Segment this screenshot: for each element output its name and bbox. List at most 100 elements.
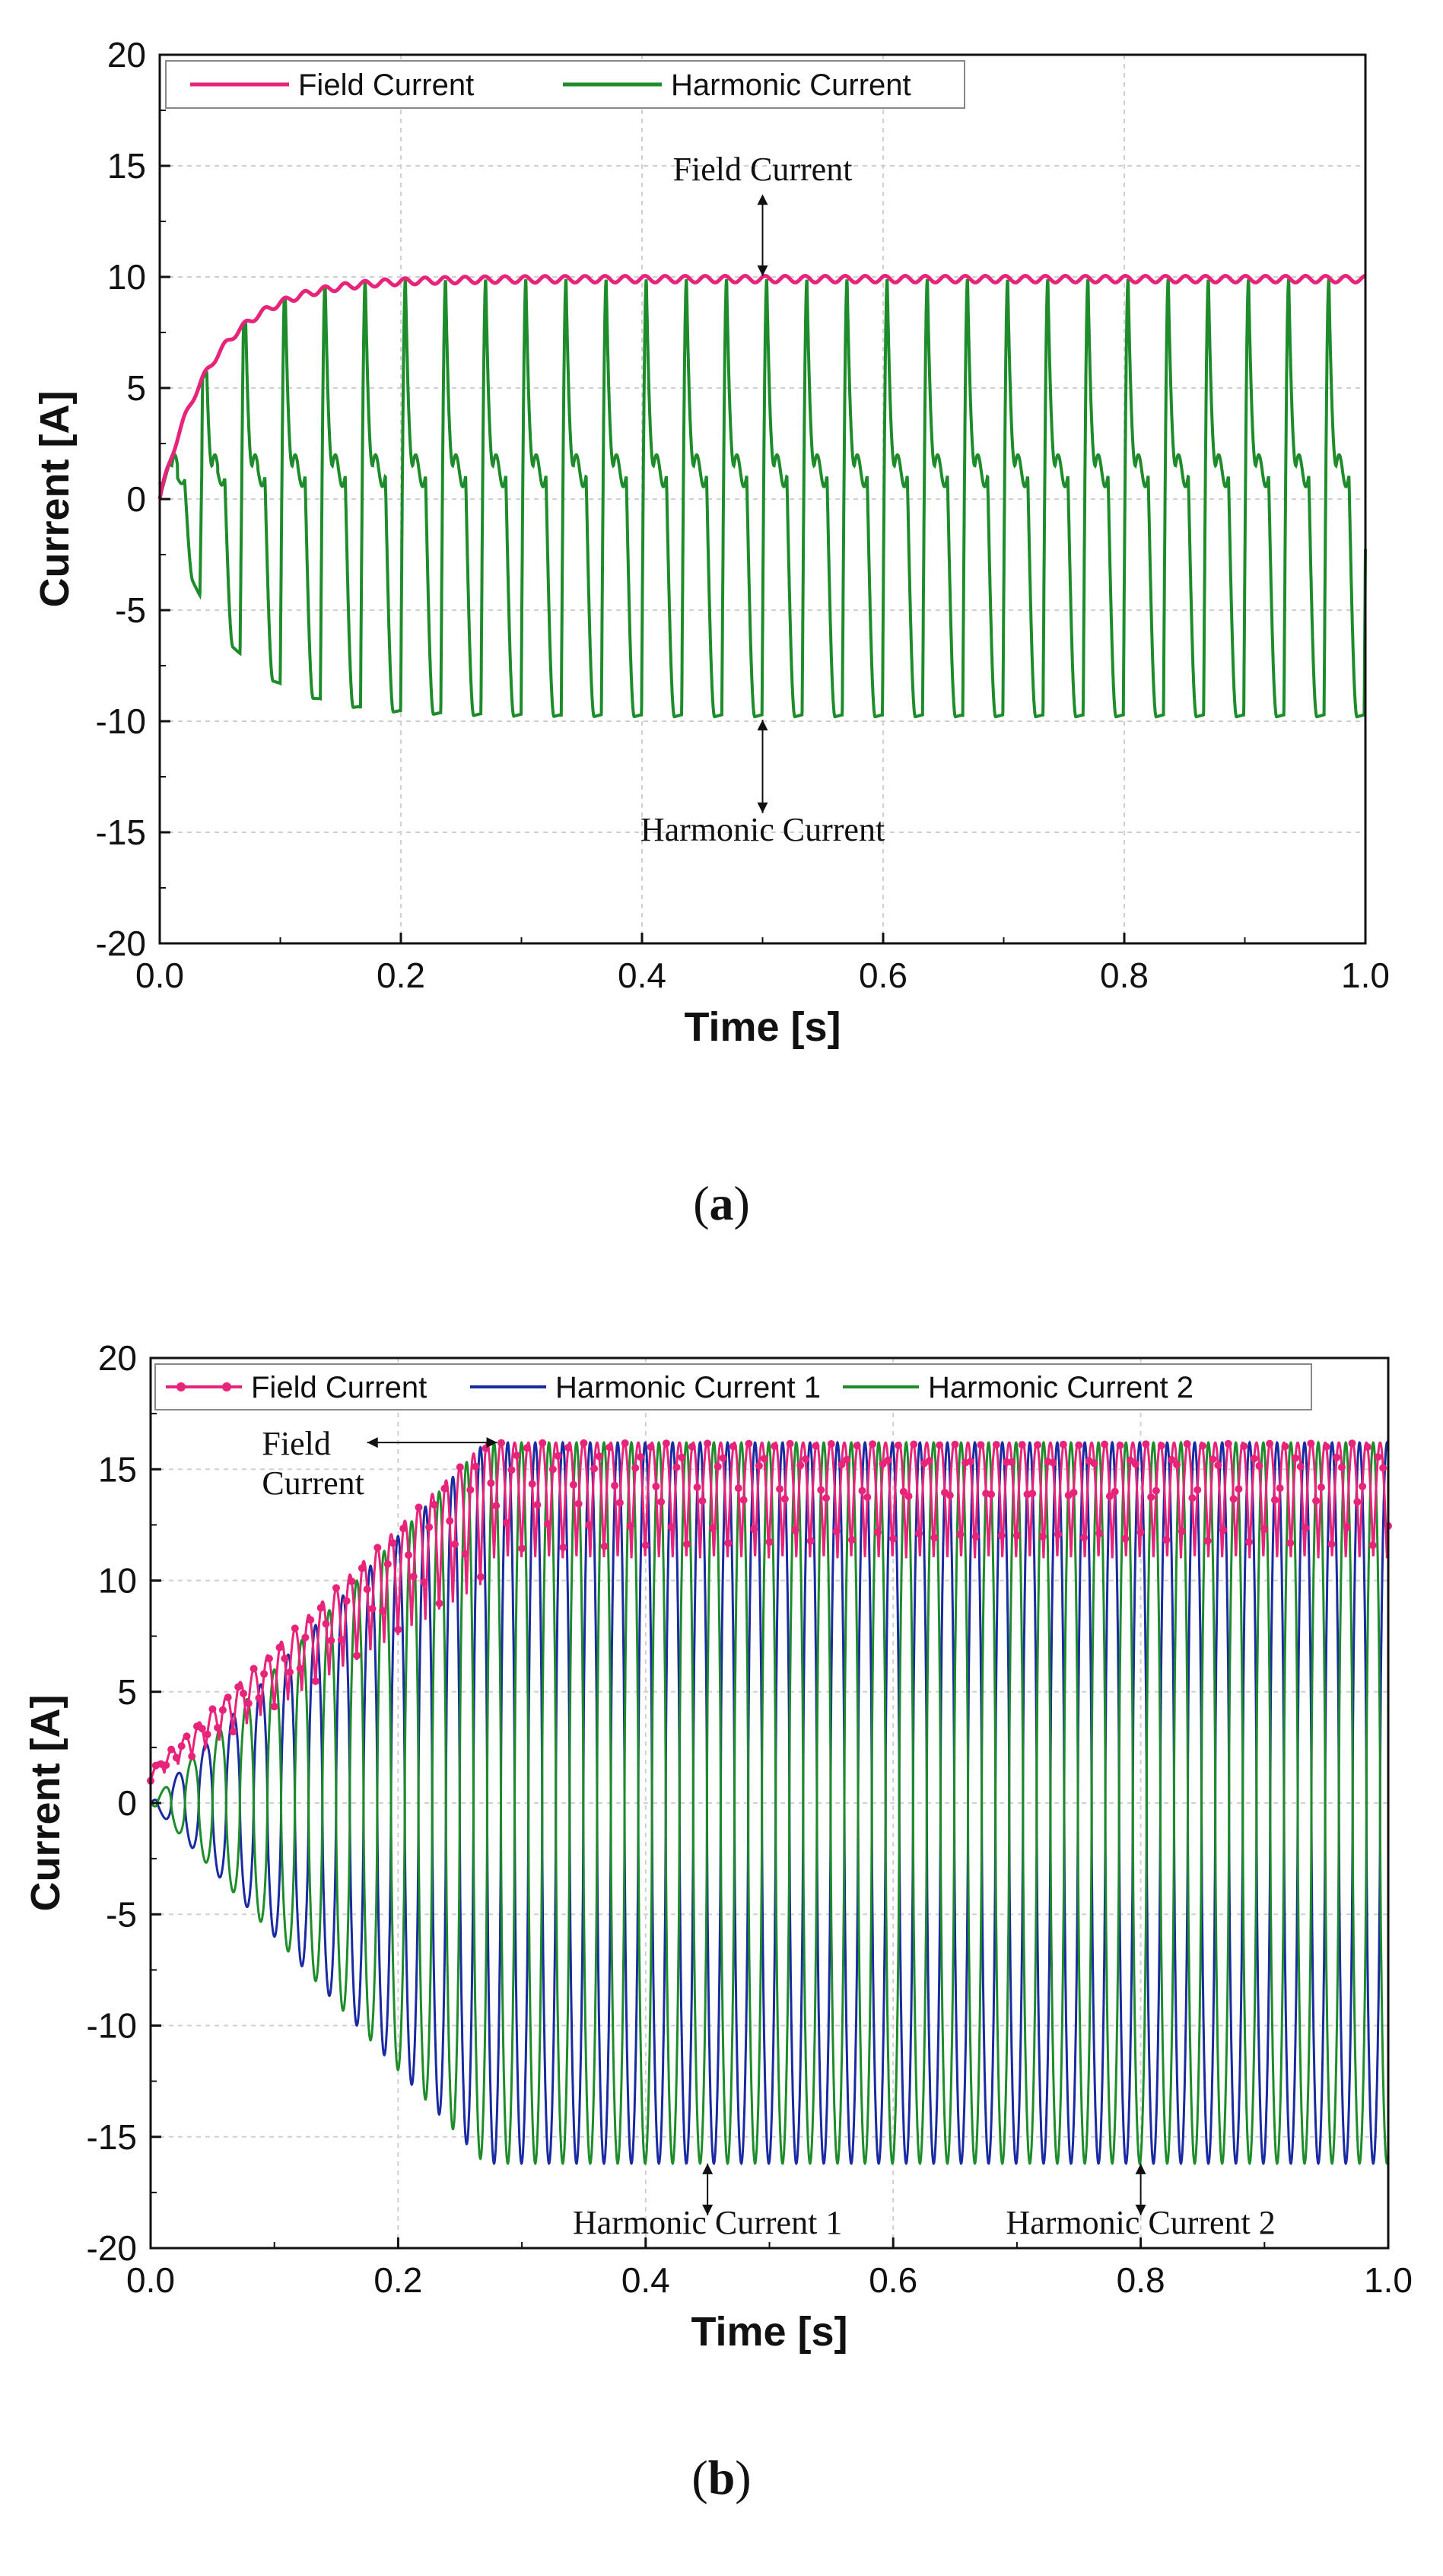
field-current-marker [548, 1465, 557, 1474]
field-current-marker [1245, 1538, 1253, 1546]
field-current-marker [405, 1551, 412, 1559]
field-current-marker [559, 1543, 567, 1551]
field-current-marker [446, 1517, 454, 1525]
field-current-marker [394, 1626, 402, 1633]
field-current-marker [848, 1536, 856, 1544]
field-current-marker [771, 1442, 779, 1450]
a-xtick-label: 0.6 [859, 956, 907, 995]
field-current-marker [1157, 1442, 1165, 1450]
b-series-harmonic-current-1 [149, 1440, 1390, 2166]
field-current-marker [910, 1440, 918, 1449]
field-current-marker [858, 1487, 866, 1495]
field-current-marker [1270, 1496, 1279, 1504]
a-xtick-label: 1.0 [1341, 956, 1390, 995]
field-current-marker [843, 1455, 851, 1464]
field-current-marker [1018, 1441, 1026, 1449]
field-current-marker [745, 1439, 753, 1448]
field-current-marker [461, 1550, 469, 1558]
field-current-marker [564, 1443, 573, 1452]
field-current-marker [1224, 1439, 1232, 1448]
field-current-marker [1090, 1459, 1098, 1468]
field-current-marker [1368, 1541, 1377, 1550]
field-current-marker [358, 1564, 366, 1573]
field-current-marker [724, 1539, 733, 1547]
field-current-marker [383, 1560, 392, 1568]
a-ytick-label: -20 [96, 924, 146, 963]
field-current-marker [198, 1725, 206, 1733]
field-current-marker [244, 1700, 253, 1707]
b-ytick-label: 10 [98, 1561, 137, 1601]
field-current-marker [698, 1496, 707, 1505]
field-current-marker [1379, 1464, 1387, 1472]
a-annot-field-arrowhead [757, 265, 768, 276]
field-current-marker [750, 1525, 758, 1533]
field-current-marker [1147, 1493, 1155, 1501]
field-current-marker [714, 1462, 722, 1471]
field-current-marker [832, 1527, 841, 1535]
a-xtick-label: 0.0 [135, 956, 184, 995]
a-plot [157, 273, 1367, 719]
b-legend-marker-field [222, 1382, 231, 1391]
b-annot-field-line2: Current [262, 1465, 364, 1502]
field-current-marker [363, 1585, 371, 1593]
b-xtick-label: 0.4 [621, 2260, 670, 2300]
field-current-marker [466, 1486, 475, 1494]
field-current-marker [301, 1633, 310, 1642]
field-current-marker [569, 1480, 577, 1489]
field-current-marker [492, 1502, 501, 1510]
b-legend: Field Current Harmonic Current 1 Harmonic … [154, 1363, 1312, 1410]
field-current-marker [1255, 1461, 1263, 1470]
field-current-marker [925, 1457, 933, 1465]
field-current-marker [1317, 1483, 1325, 1491]
field-current-marker [1333, 1453, 1341, 1461]
field-current-marker [704, 1439, 712, 1448]
field-current-marker [683, 1540, 691, 1548]
a-ytick-label: -15 [96, 813, 146, 852]
field-current-marker [631, 1464, 640, 1472]
a-legend: Field Current Harmonic Current [165, 60, 965, 109]
field-current-marker [518, 1544, 526, 1553]
field-current-marker [869, 1440, 877, 1449]
field-current-marker [791, 1526, 799, 1534]
b-field-current-markers [147, 1439, 1392, 1785]
b-ytick-label: 0 [117, 1783, 137, 1823]
field-current-marker [1183, 1440, 1191, 1448]
field-current-marker [1199, 1442, 1206, 1450]
b-legend-label-field: Field Current [251, 1371, 427, 1404]
field-current-marker [672, 1463, 681, 1471]
field-current-marker [1188, 1494, 1197, 1503]
field-current-marker [260, 1670, 269, 1678]
b-legend-marker-field [176, 1382, 186, 1391]
field-current-marker [1070, 1488, 1078, 1496]
field-current-marker [719, 1454, 727, 1462]
field-current-marker [1049, 1458, 1057, 1467]
a-series-field-current [157, 273, 1366, 500]
b-annot-harmonic-arrowhead-up-2 [1135, 2163, 1146, 2174]
b-xtick-label: 0.0 [126, 2260, 175, 2300]
field-current-marker [1363, 1443, 1371, 1451]
field-current-marker [997, 1531, 1006, 1540]
field-current-marker [580, 1439, 588, 1447]
b-ytick-label: -20 [87, 2228, 137, 2268]
field-current-marker [1101, 1440, 1109, 1449]
field-current-marker [316, 1604, 325, 1612]
field-current-marker [544, 1520, 551, 1528]
field-current-marker [1059, 1440, 1067, 1449]
field-current-marker [1012, 1531, 1021, 1540]
caption-b-letter: b [707, 2450, 736, 2504]
b-plot [147, 1439, 1392, 2166]
a-ytick-label: -5 [115, 590, 146, 630]
field-current-marker [590, 1465, 598, 1473]
field-current-marker [399, 1525, 408, 1533]
field-current-marker [853, 1442, 861, 1450]
field-current-marker [1121, 1534, 1130, 1543]
field-current-marker [415, 1503, 423, 1512]
a-xtick-label: 0.8 [1100, 956, 1149, 995]
field-current-marker [899, 1487, 907, 1496]
a-annot-field-arrowhead-up [757, 194, 768, 205]
field-current-marker [172, 1754, 180, 1762]
field-current-marker [946, 1491, 954, 1499]
field-current-marker [765, 1538, 774, 1546]
field-current-marker [802, 1455, 809, 1463]
field-current-marker [332, 1584, 340, 1592]
